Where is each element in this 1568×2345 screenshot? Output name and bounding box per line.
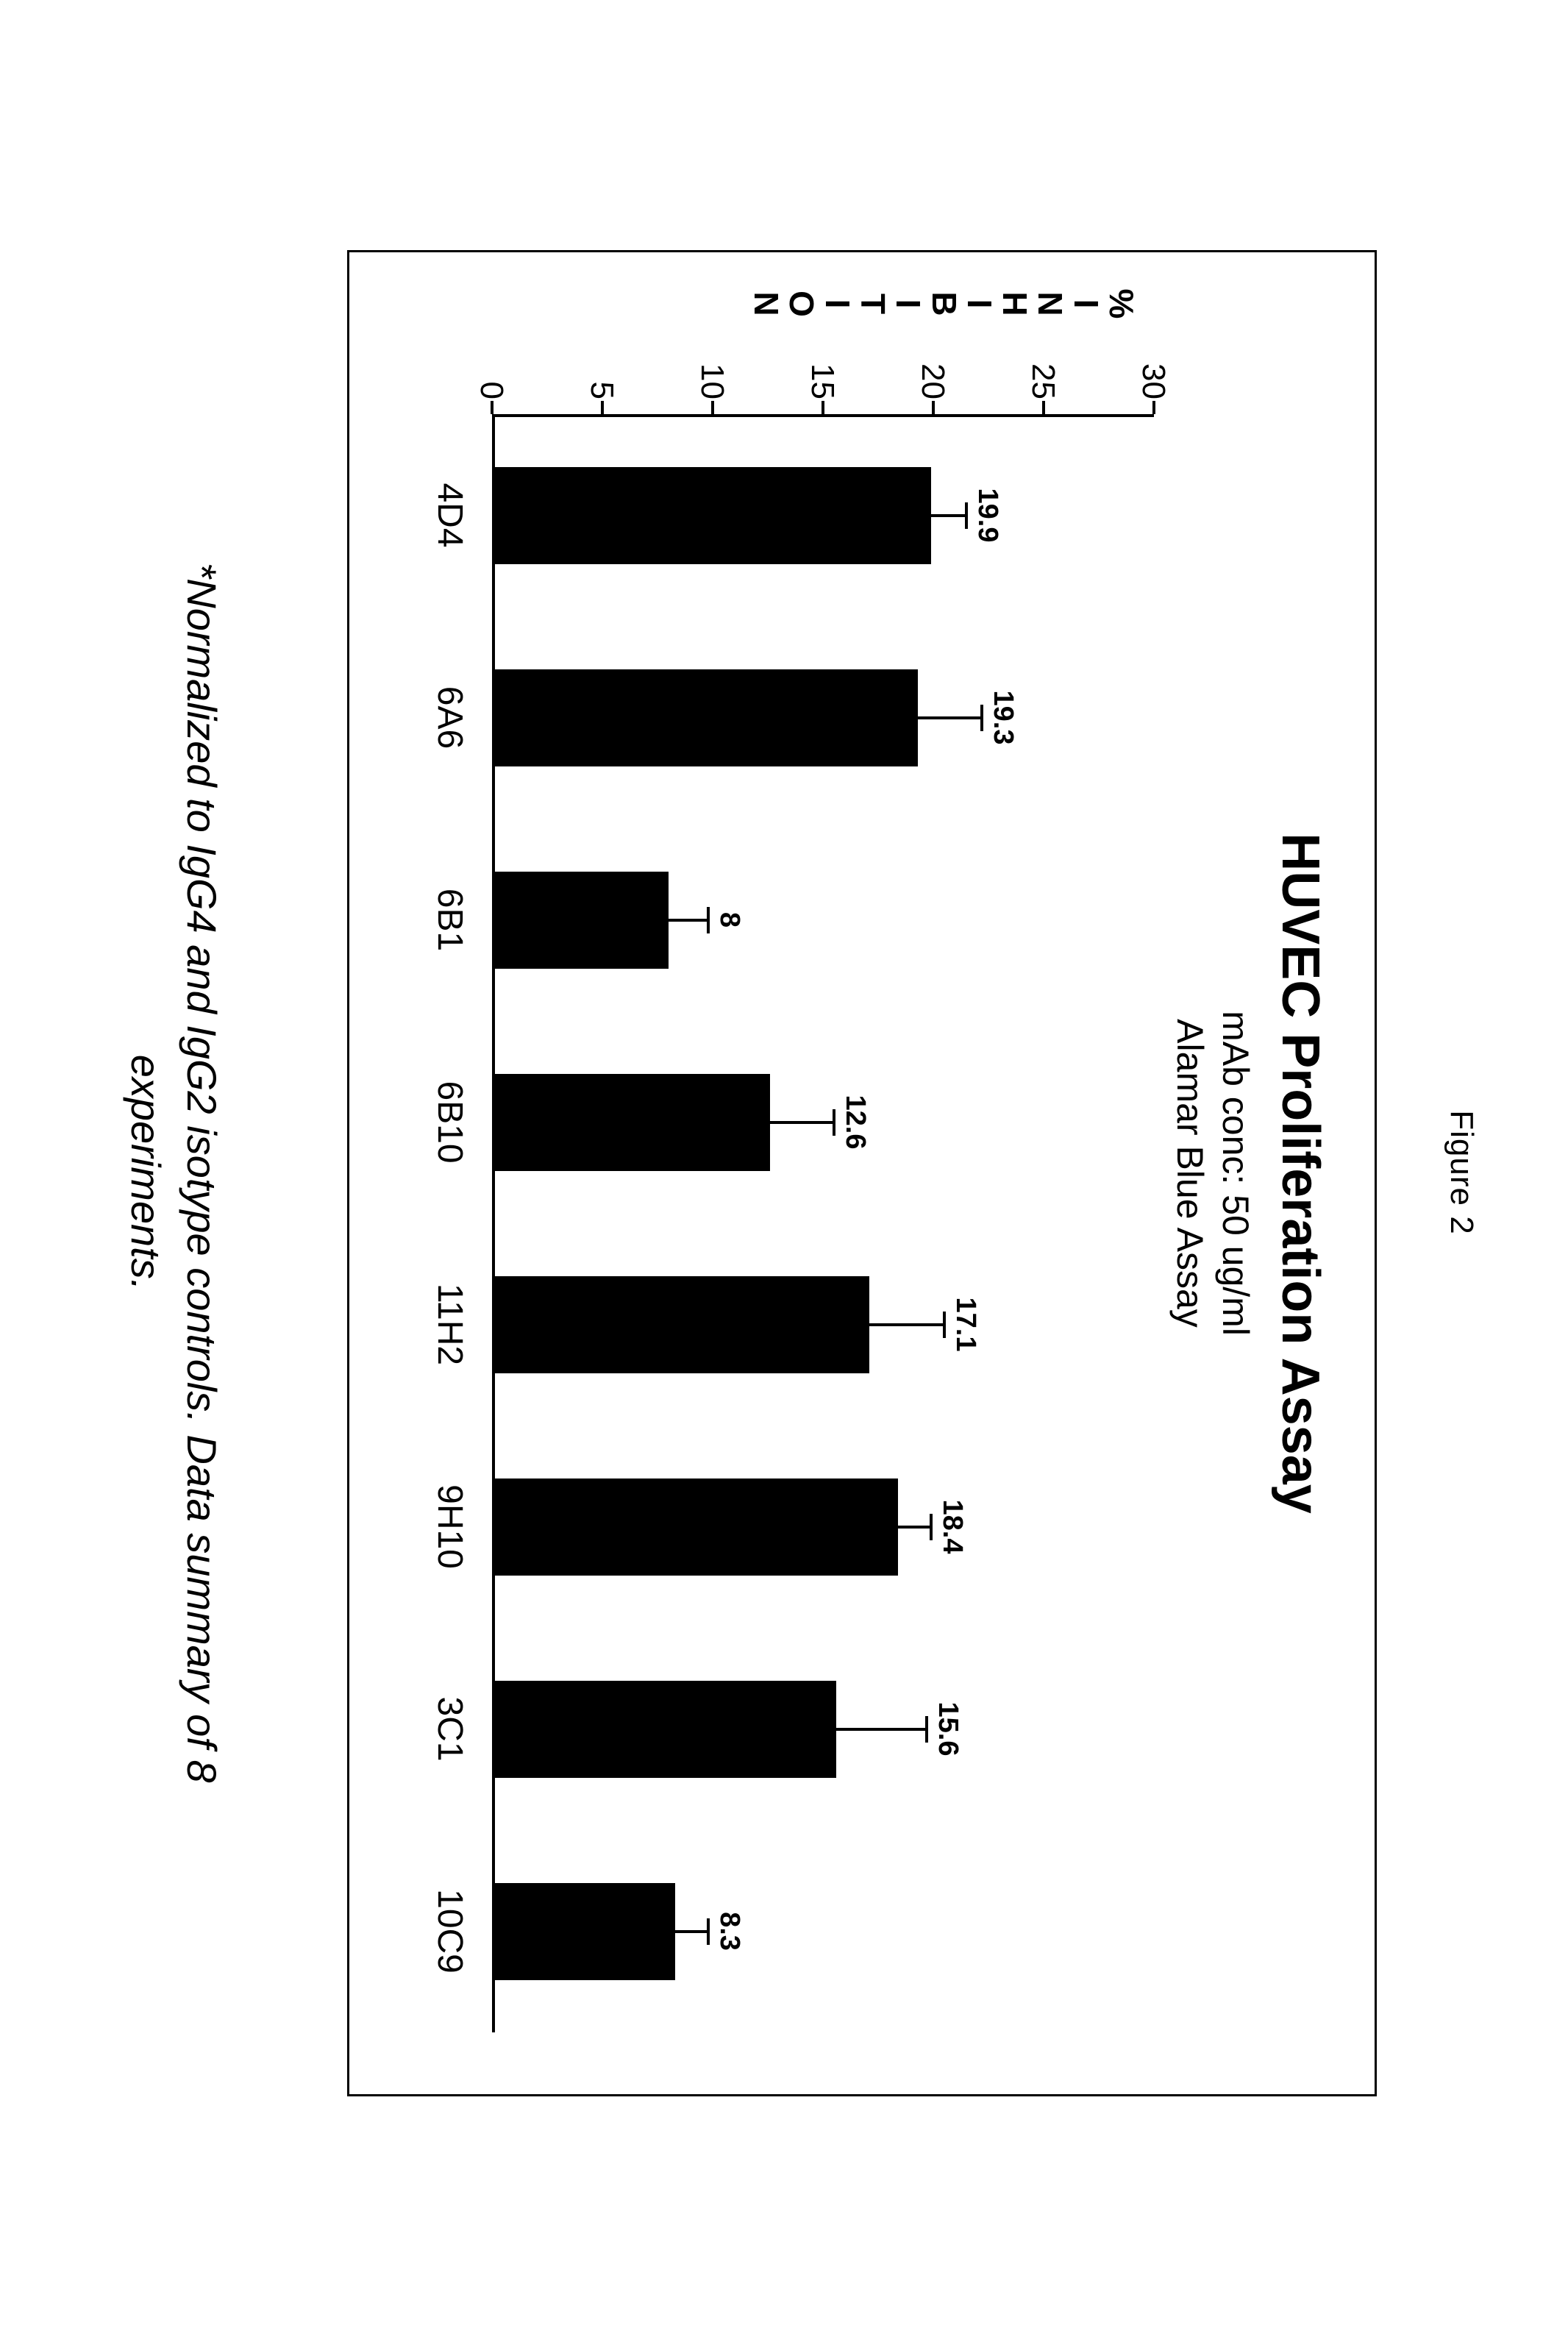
y-tick xyxy=(711,401,714,414)
footnote-line-2: experiments. xyxy=(123,1055,169,1291)
error-cap xyxy=(925,1716,928,1743)
error-cap xyxy=(707,1918,710,1945)
y-tick-label: 25 xyxy=(1024,252,1061,399)
error-bar xyxy=(931,514,966,517)
bar-value-label: 17.1 xyxy=(949,1281,981,1369)
y-tick xyxy=(932,401,935,414)
error-cap xyxy=(980,705,983,731)
x-tick-label: 4D4 xyxy=(430,414,470,616)
y-tick xyxy=(1042,401,1045,414)
error-bar xyxy=(836,1728,927,1731)
y-tick xyxy=(491,401,493,414)
footnote: *Normalized to IgG4 and IgG2 isotype con… xyxy=(118,0,229,2345)
bar-value-label: 18.4 xyxy=(936,1483,968,1571)
bar-value-label: 15.6 xyxy=(932,1685,963,1773)
y-tick-label: 5 xyxy=(583,252,620,399)
error-bar xyxy=(869,1323,944,1326)
y-axis-label-letter: I xyxy=(962,282,997,326)
error-bar xyxy=(675,1930,708,1933)
bar xyxy=(492,1478,898,1576)
bar xyxy=(492,1276,869,1373)
x-axis-line xyxy=(492,414,495,2032)
bar-value-label: 12.6 xyxy=(839,1078,871,1167)
x-tick-label: 10C9 xyxy=(430,1830,470,2032)
error-bar xyxy=(918,716,982,719)
y-axis-label-letter: I xyxy=(1068,282,1103,326)
chart-subtitle-2: Alamar Blue Assay xyxy=(1169,252,1211,2094)
error-cap xyxy=(707,907,710,933)
error-bar xyxy=(669,919,708,922)
y-axis-line xyxy=(492,414,1154,417)
error-cap xyxy=(943,1312,946,1338)
y-tick-label: 30 xyxy=(1135,252,1172,399)
bar xyxy=(492,1074,770,1171)
y-axis-label-letter: T xyxy=(855,282,891,326)
error-cap xyxy=(965,502,968,529)
x-tick-label: 6B10 xyxy=(430,1021,470,1223)
chart-title: HUVEC Proliferation Assay xyxy=(1270,252,1330,2094)
bar-value-label: 19.9 xyxy=(972,472,1003,560)
y-tick-label: 20 xyxy=(914,252,951,399)
y-tick-label: 0 xyxy=(473,252,510,399)
y-tick-label: 10 xyxy=(694,252,730,399)
y-tick-label: 15 xyxy=(804,252,841,399)
error-bar xyxy=(770,1121,834,1124)
x-tick-label: 6A6 xyxy=(430,616,470,819)
y-tick xyxy=(601,401,604,414)
y-axis-label-letter: N xyxy=(749,282,784,326)
error-bar xyxy=(898,1526,931,1529)
bar xyxy=(492,1883,675,1980)
footnote-line-1: *Normalized to IgG4 and IgG2 isotype con… xyxy=(179,563,225,1783)
bar-value-label: 8.3 xyxy=(713,1887,745,1976)
bar xyxy=(492,872,669,969)
chart-panel: HUVEC Proliferation Assay mAb conc: 50 u… xyxy=(347,250,1377,2096)
bar xyxy=(492,467,931,564)
chart-subtitle-1: mAb conc: 50 ug/ml xyxy=(1214,252,1257,2094)
y-axis-percent-icon: % xyxy=(1104,282,1139,326)
error-cap xyxy=(930,1514,933,1540)
error-cap xyxy=(833,1109,835,1136)
x-tick-label: 9H10 xyxy=(430,1426,470,1628)
x-tick-label: 6B1 xyxy=(430,819,470,1021)
x-tick-label: 11H2 xyxy=(430,1223,470,1426)
figure-label: Figure 2 xyxy=(1443,0,1480,2345)
y-tick xyxy=(1152,401,1155,414)
plot-area: 05101520253019.94D419.36A686B112.66B1017… xyxy=(492,414,1154,2032)
bar xyxy=(492,669,918,766)
bar-value-label: 19.3 xyxy=(987,674,1019,762)
bar xyxy=(492,1681,836,1778)
y-tick xyxy=(822,401,824,414)
bar-value-label: 8 xyxy=(713,876,745,964)
x-tick-label: 3C1 xyxy=(430,1628,470,1830)
